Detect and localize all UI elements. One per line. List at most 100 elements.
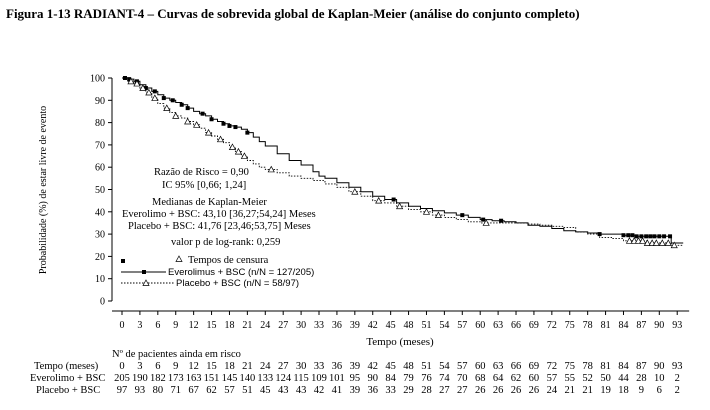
- x-tick-label: 3: [137, 320, 142, 331]
- risk-cell-everolimus: 124: [275, 373, 292, 384]
- risk-time-cell: 6: [155, 361, 161, 372]
- censor-mark-placebo: [482, 219, 490, 226]
- censor-mark-placebo: [204, 128, 213, 136]
- risk-cell-placebo: 19: [600, 385, 611, 396]
- censor-mark-placebo: [193, 121, 201, 128]
- risk-time-cell: 21: [242, 361, 253, 372]
- y-tick-label: 70: [95, 140, 105, 151]
- risk-cell-placebo: 71: [170, 385, 181, 396]
- risk-cell-placebo: 97: [116, 385, 128, 396]
- legend-entry-placebo: Placebo + BSC (n/N = 58/97): [176, 278, 300, 289]
- risk-time-cell: 69: [528, 361, 540, 372]
- logrank-text: valor p de log-rank: 0,259: [171, 237, 281, 248]
- y-tick-label: 50: [95, 185, 105, 196]
- x-tick-label: 78: [583, 320, 593, 331]
- risk-cell-everolimus: 95: [349, 373, 361, 384]
- risk-cell-placebo: 21: [564, 385, 576, 396]
- censor-mark-everolimus: [597, 232, 602, 237]
- y-tick-label: 20: [95, 252, 105, 263]
- censor-mark-placebo: [145, 88, 153, 96]
- risk-time-cell: 51: [421, 361, 432, 372]
- censor-mark-placebo: [648, 239, 656, 246]
- confidence-interval-text: IC 95% [0,66; 1,24]: [162, 180, 247, 191]
- risk-cell-placebo: 29: [403, 385, 414, 396]
- risk-cell-placebo: 51: [242, 385, 253, 396]
- risk-cell-everolimus: 55: [564, 373, 576, 384]
- risk-row-label-everolimus: Everolimo + BSC: [30, 373, 106, 384]
- risk-cell-placebo: 9: [638, 385, 644, 396]
- x-tick-label: 90: [654, 320, 664, 331]
- y-tick-label: 80: [95, 118, 105, 129]
- risk-time-cell: 54: [439, 361, 450, 372]
- risk-time-cell: 75: [564, 361, 576, 372]
- risk-time-cell: 93: [671, 361, 683, 372]
- censor-mark-everolimus: [127, 77, 132, 82]
- risk-cell-everolimus: 68: [474, 373, 486, 384]
- risk-row-label-placebo: Placebo + BSC: [36, 385, 101, 396]
- censor-mark-everolimus: [122, 76, 127, 80]
- y-axis-label: Probabilidade (%) de estar livre de even…: [38, 106, 49, 274]
- censor-mark-placebo: [351, 187, 359, 195]
- risk-cell-everolimus: 151: [203, 373, 220, 384]
- censor-mark-placebo: [634, 237, 642, 244]
- censor-mark-placebo: [216, 135, 225, 143]
- risk-cell-everolimus: 173: [167, 373, 184, 384]
- risk-cell-everolimus: 60: [528, 373, 540, 384]
- risk-time-cell: 87: [636, 361, 647, 372]
- risk-cell-everolimus: 44: [618, 373, 629, 384]
- risk-time-cell: 9: [173, 361, 179, 372]
- y-tick-label: 30: [95, 230, 105, 241]
- risk-cell-placebo: 67: [188, 385, 199, 396]
- x-tick-label: 63: [493, 320, 503, 331]
- x-tick-label: 45: [386, 320, 396, 331]
- x-tick-label: 9: [173, 320, 178, 331]
- x-tick-label: 12: [189, 320, 199, 331]
- censor-mark-everolimus: [185, 106, 190, 111]
- risk-time-cell: 48: [403, 361, 414, 372]
- risk-cell-placebo: 42: [313, 385, 325, 396]
- risk-time-cell: 66: [510, 361, 522, 372]
- risk-time-cell: 57: [457, 361, 468, 372]
- risk-cell-placebo: 21: [582, 385, 593, 396]
- y-tick-label: 90: [95, 96, 105, 107]
- medians-title: Medianas de Kaplan-Meier: [152, 197, 267, 208]
- y-tick-label: 0: [100, 297, 105, 308]
- risk-time-cell: 72: [546, 361, 558, 372]
- risk-cell-everolimus: 10: [654, 373, 665, 384]
- risk-cell-placebo: 41: [331, 385, 343, 396]
- risk-time-cell: 60: [474, 361, 486, 372]
- censor-mark-everolimus: [245, 130, 250, 135]
- risk-cell-everolimus: 109: [311, 373, 327, 384]
- x-tick-label: 72: [547, 320, 557, 331]
- risk-cell-placebo: 26: [510, 385, 522, 396]
- hazard-ratio-text: Razão de Risco = 0,90: [154, 167, 249, 178]
- x-tick-label: 30: [296, 320, 306, 331]
- censor-mark-everolimus: [639, 234, 644, 239]
- risk-cell-everolimus: 62: [510, 373, 522, 384]
- censor-mark-placebo: [670, 241, 678, 249]
- x-tick-label: 15: [207, 320, 217, 331]
- risk-table-heading: Nº de pacientes ainda em risco: [112, 349, 241, 360]
- legend-entry-everolimus: Everolimus + BSC (n/N = 127/205): [168, 267, 315, 278]
- x-tick-label: 42: [368, 320, 378, 331]
- x-tick-label: 33: [314, 320, 324, 331]
- risk-cell-everolimus: 140: [239, 373, 256, 384]
- risk-cell-everolimus: 145: [221, 373, 238, 384]
- risk-time-cell: 0: [119, 361, 125, 372]
- risk-cell-everolimus: 70: [457, 373, 468, 384]
- legend-triangle-marker: [175, 255, 183, 262]
- censor-mark-everolimus: [630, 233, 635, 238]
- censor-mark-everolimus: [499, 218, 504, 223]
- censor-mark-everolimus: [621, 233, 626, 238]
- risk-cell-placebo: 36: [367, 385, 378, 396]
- risk-cell-everolimus: 52: [582, 373, 593, 384]
- x-tick-label: 6: [155, 320, 160, 331]
- risk-time-cell: 42: [367, 361, 378, 372]
- censor-mark-placebo: [625, 237, 634, 244]
- risk-time-cell: 81: [600, 361, 611, 372]
- censor-mark-placebo: [643, 239, 651, 246]
- censor-mark-everolimus: [648, 234, 653, 239]
- legend-title: Tempos de censura: [188, 255, 269, 266]
- censor-mark-everolimus: [200, 111, 205, 116]
- y-tick-label: 60: [95, 163, 105, 174]
